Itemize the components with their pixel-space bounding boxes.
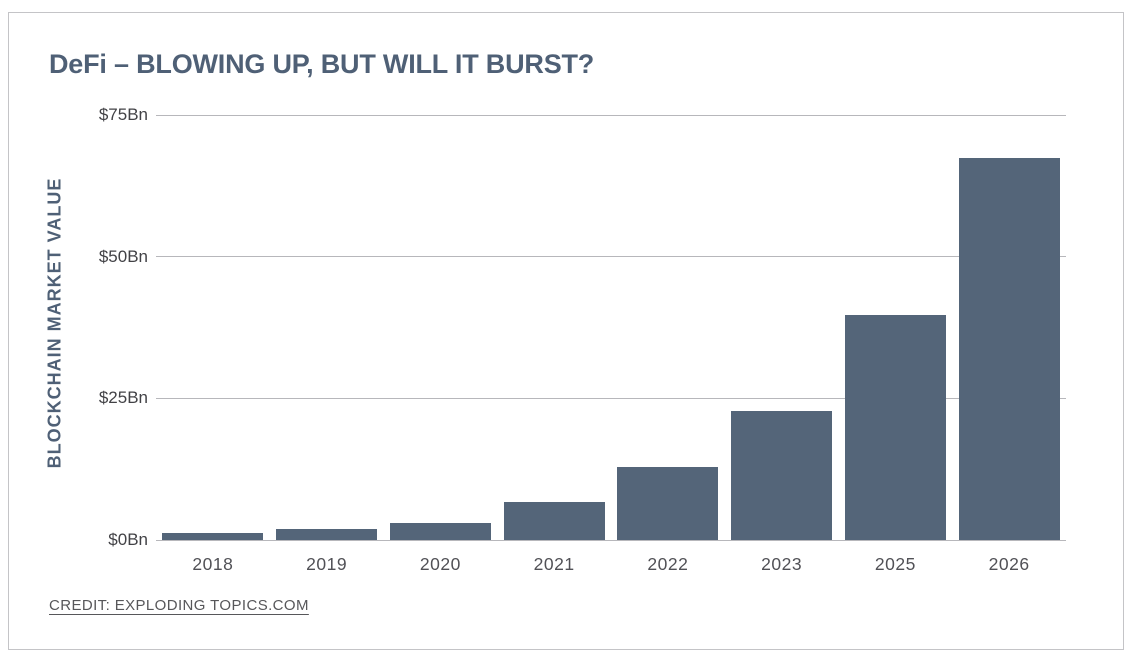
plot-area [156, 114, 1066, 541]
bar-slot [952, 115, 1066, 540]
x-tick-label: 2019 [306, 554, 348, 574]
x-tick-label: 2020 [419, 554, 461, 574]
bar-2026 [958, 158, 1060, 540]
x-tick-label: 2018 [192, 554, 234, 574]
gridline [156, 539, 1066, 541]
y-tick-label: $0Bn [108, 530, 148, 549]
y-tick-label: $50Bn [98, 246, 148, 266]
y-tick-label: $75Bn [98, 105, 148, 124]
bar-2018 [162, 533, 264, 540]
gridline [156, 256, 1066, 258]
bar-slot [384, 115, 498, 540]
x-tick-label: 2021 [533, 554, 575, 574]
x-tick-label: 2022 [647, 554, 689, 574]
bar-2019 [276, 528, 378, 540]
x-tick-label: 2023 [761, 554, 803, 574]
bar-2022 [617, 466, 719, 540]
y-tick-label: $25Bn [98, 388, 148, 408]
bar-slot [611, 115, 725, 540]
gridline [156, 114, 1066, 116]
bar-2023 [731, 410, 833, 540]
bar-slot [725, 115, 839, 540]
bar-2025 [844, 315, 946, 540]
bar-slot [497, 115, 611, 540]
y-axis-tick-labels: $75Bn $50Bn $25Bn $0Bn [9, 105, 148, 549]
infographic-card: DeFi – BLOWING UP, BUT WILL IT BURST? BL… [8, 12, 1124, 650]
bar-series [156, 115, 1066, 540]
bar-slot [156, 115, 270, 540]
bar-2020 [389, 523, 491, 540]
chart-title: DeFi – BLOWING UP, BUT WILL IT BURST? [49, 49, 595, 79]
bar-slot [839, 115, 953, 540]
bar-2021 [503, 502, 605, 540]
bar-slot [270, 115, 384, 540]
credit-link[interactable]: CREDIT: EXPLODING TOPICS.COM [49, 597, 309, 614]
x-axis-tick-labels: 2018 2019 2020 2021 2022 2023 2025 2026 [156, 554, 1066, 575]
gridline [156, 397, 1066, 399]
x-tick-label: 2026 [988, 554, 1030, 574]
x-tick-label: 2025 [874, 554, 916, 574]
